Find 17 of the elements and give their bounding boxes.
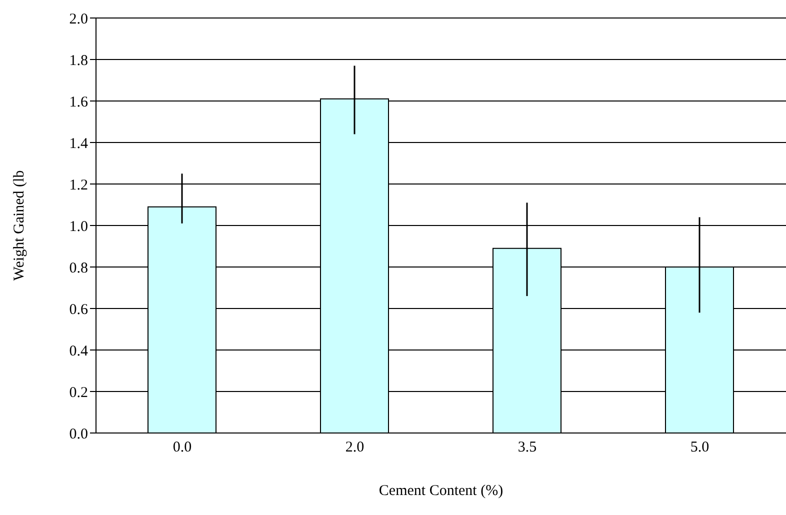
y-tick-label: 1.2 [69,177,88,194]
y-tick-label: 1.4 [69,136,88,152]
y-axis-title: Weight Gained (lb [11,170,28,281]
y-tick-label: 0.4 [69,343,88,360]
y-tick-label: 0.6 [69,302,88,318]
x-axis-title: Cement Content (%) [378,483,504,499]
y-tick-label: 1.0 [69,218,88,235]
x-tick-label: 0.0 [172,440,192,456]
y-tick-label: 0.8 [69,260,88,276]
y-tick-label: 2.0 [69,11,88,28]
y-tick-label: 0.2 [69,384,88,401]
x-tick-label: 3.5 [518,440,537,456]
x-tick-label: 2.0 [345,440,364,456]
y-tick-label: 1.8 [69,52,88,69]
y-tick-label: 1.6 [69,94,88,110]
y-tick-label: 0.0 [69,426,88,442]
x-tick-label: 5.0 [690,440,710,456]
